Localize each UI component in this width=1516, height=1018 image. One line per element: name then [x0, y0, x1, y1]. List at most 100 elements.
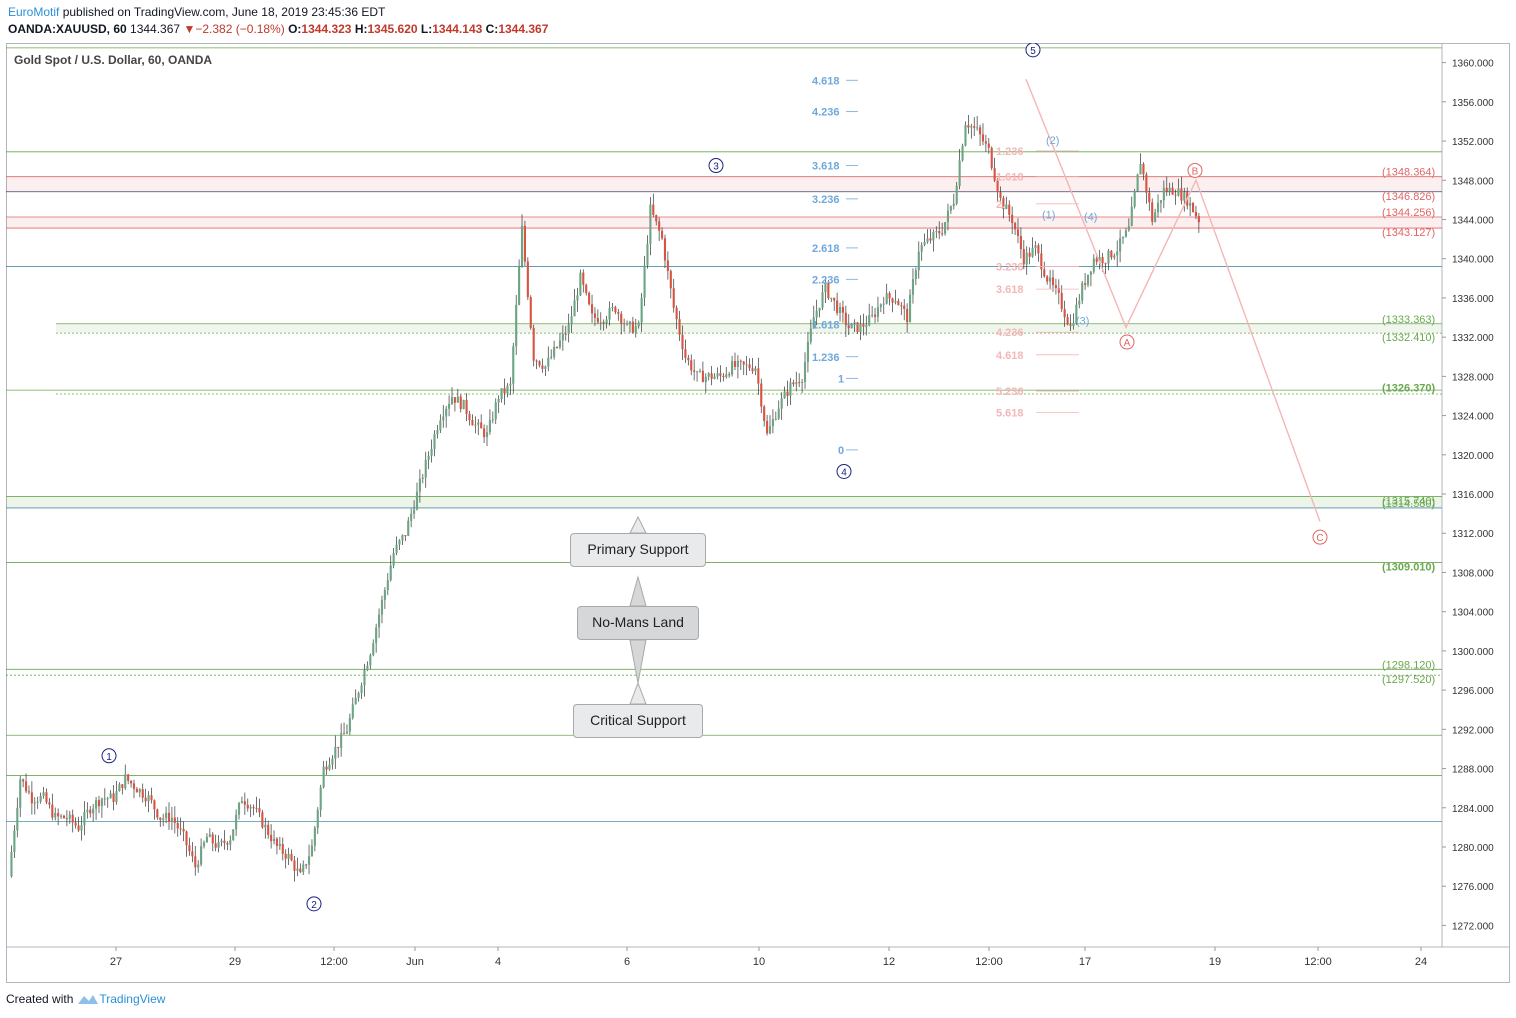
candle-body-167 [497, 398, 500, 403]
green-level-label-0: (1333.363) [1382, 314, 1435, 326]
candle-body-89 [270, 834, 273, 842]
candle-body-277 [818, 307, 821, 311]
x-tick-label-5: 6 [624, 956, 630, 968]
candle-body-376 [1107, 250, 1110, 264]
candle-body-233 [690, 360, 693, 371]
fib-blue-label-3: 3.236 [812, 194, 840, 206]
candle-body-157 [468, 413, 471, 421]
candle-body-22 [74, 822, 77, 826]
wave-circle-5 [1025, 43, 1041, 58]
candle-body-281 [830, 297, 833, 299]
candle-body-14 [51, 804, 54, 818]
candle-body-125 [375, 627, 378, 644]
candle-body-207 [614, 307, 617, 313]
candle-body-79 [240, 801, 243, 804]
candle-body-13 [48, 802, 51, 805]
candle-body-102 [307, 856, 311, 865]
candle-body-156 [465, 399, 468, 414]
candle-body-379 [1116, 251, 1119, 256]
candle-body-115 [345, 731, 349, 734]
low-value: 1344.143 [432, 22, 483, 36]
candle-body-4 [22, 779, 25, 782]
tradingview-link[interactable]: TradingView [77, 992, 165, 1006]
candle-body-319 [941, 233, 944, 235]
candle-body-331 [976, 127, 979, 129]
y-tick-label-18: 1344.000 [1452, 215, 1494, 226]
candle-body-268 [792, 382, 795, 385]
candle-body-6 [27, 791, 31, 793]
no-mans-down-arrow [629, 639, 647, 684]
candle-body-219 [649, 204, 652, 244]
fib-pink-label-5: 4.236 [996, 327, 1024, 339]
y-tick-label-17: 1340.000 [1452, 255, 1494, 266]
candle-body-366 [1078, 300, 1081, 305]
candle-body-346 [1019, 235, 1022, 250]
candle-body-210 [623, 323, 626, 325]
price-chart[interactable]: 1272.000 1276.000 1280.000 1284.000 1288.000… [6, 43, 1510, 983]
candle-body-119 [357, 693, 360, 698]
chart-header: EuroMotif published on TradingView.com, … [8, 4, 548, 38]
candle-body-138 [413, 509, 416, 514]
candle-body-360 [1060, 292, 1063, 309]
candle-body-60 [185, 831, 188, 846]
candle-body-251 [742, 361, 745, 365]
candle-body-358 [1054, 285, 1057, 289]
candle-body-196 [582, 272, 585, 285]
candle-body-326 [961, 145, 964, 161]
candle-body-274 [809, 328, 812, 342]
candle-body-68 [208, 834, 211, 837]
candle-body-149 [445, 408, 448, 417]
candle-body-107 [322, 766, 325, 788]
correction-path [1025, 79, 1321, 522]
candle-body-59 [182, 828, 185, 832]
candle-body-368 [1084, 283, 1087, 285]
candle-body-356 [1049, 277, 1052, 282]
candle-body-355 [1046, 276, 1049, 282]
author-link[interactable]: EuroMotif [8, 5, 60, 19]
x-tick-label-1: 29 [229, 956, 241, 968]
fib-pink-label-6: 4.618 [996, 350, 1024, 362]
candle-body-260 [768, 426, 772, 434]
candle-body-343 [1011, 214, 1014, 224]
candle-body-254 [751, 368, 754, 372]
fib-pink-label-7: 5.236 [996, 386, 1024, 398]
candle-body-262 [774, 418, 777, 420]
candle-body-186 [553, 347, 556, 357]
candle-body-144 [430, 448, 433, 456]
candle-body-297 [876, 307, 880, 317]
candle-body-21 [71, 814, 74, 823]
green-level-label-1: (1332.410) [1382, 332, 1435, 344]
candle-body-211 [625, 322, 629, 325]
candle-body-216 [640, 297, 643, 323]
candle-body-370 [1089, 271, 1092, 275]
candle-body-361 [1063, 308, 1066, 318]
candle-body-334 [984, 141, 987, 144]
candle-body-289 [853, 322, 856, 324]
candle-body-94 [284, 853, 287, 859]
candle-body-35 [112, 793, 115, 803]
close-value: 1344.367 [498, 22, 549, 36]
candle-body-272 [803, 361, 807, 383]
candle-body-163 [485, 432, 489, 438]
candle-body-15 [54, 813, 57, 818]
candle-body-236 [698, 370, 702, 372]
y-tick-label-0: 1272.000 [1452, 921, 1494, 932]
candle-body-205 [608, 307, 611, 320]
candle-body-252 [745, 364, 748, 366]
high-label: H: [354, 22, 368, 36]
candle-body-150 [448, 403, 451, 409]
candle-body-339 [999, 192, 1002, 198]
candle-body-266 [786, 391, 789, 396]
candle-body-100 [302, 864, 305, 873]
candle-body-171 [509, 383, 512, 386]
candle-body-95 [287, 853, 290, 859]
candle-body-5 [24, 781, 28, 792]
candle-body-271 [801, 382, 804, 384]
candle-body-243 [719, 373, 722, 376]
candle-body-134 [401, 535, 404, 541]
candle-body-390 [1148, 192, 1151, 203]
candle-body-313 [923, 242, 926, 245]
candle-body-139 [415, 491, 419, 510]
candle-body-87 [264, 824, 267, 828]
green-level-label-7: (1297.520) [1382, 674, 1435, 686]
